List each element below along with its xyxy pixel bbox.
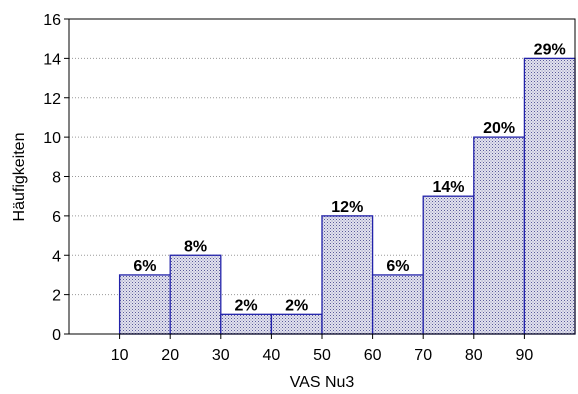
histogram-bar xyxy=(118,274,171,335)
x-axis: 10 20 30 40 50 60 70 80 90 xyxy=(111,334,534,364)
histogram-bar xyxy=(169,254,222,335)
y-tick-label: 2 xyxy=(52,288,61,305)
histogram-bar xyxy=(473,136,526,335)
y-tick-label: 8 xyxy=(52,170,61,187)
x-tick-label: 70 xyxy=(414,347,432,364)
x-tick-label: 80 xyxy=(465,347,483,364)
bar-percent-label: 2% xyxy=(235,297,258,314)
bar-percent-label: 29% xyxy=(534,41,566,58)
y-tick-label: 0 xyxy=(52,327,61,344)
x-axis-title: VAS Nu3 xyxy=(290,374,355,391)
x-tick-label: 60 xyxy=(364,347,382,364)
bar-percent-label: 12% xyxy=(331,199,363,216)
data-labels: 6% 8% 2% 2% 12% 6% 14% 20% 29% xyxy=(133,41,565,314)
x-tick-label: 50 xyxy=(313,347,331,364)
bar-percent-label: 2% xyxy=(285,297,308,314)
bar-percent-label: 20% xyxy=(483,120,515,137)
x-tick-label: 10 xyxy=(111,347,129,364)
bar-percent-label: 6% xyxy=(386,258,409,275)
bar-percent-label: 14% xyxy=(432,179,464,196)
y-axis-title: Häufigkeiten xyxy=(11,133,28,222)
histogram-bar xyxy=(321,215,374,335)
x-tick-label: 30 xyxy=(212,347,230,364)
y-tick-label: 12 xyxy=(43,91,61,108)
histogram-bar xyxy=(220,313,273,335)
histogram-bar xyxy=(371,274,424,335)
histogram-bar xyxy=(270,313,323,335)
x-tick-label: 40 xyxy=(263,347,281,364)
y-tick-label: 10 xyxy=(43,130,61,147)
y-axis: 0 2 4 6 8 10 12 14 16 xyxy=(43,12,69,344)
bar-percent-label: 8% xyxy=(184,238,207,255)
bar-percent-label: 6% xyxy=(133,258,156,275)
y-tick-label: 14 xyxy=(43,51,61,68)
histogram-bar xyxy=(422,195,475,335)
y-tick-label: 4 xyxy=(52,248,61,265)
x-tick-label: 20 xyxy=(161,347,179,364)
x-tick-label: 90 xyxy=(516,347,534,364)
histogram-bar xyxy=(523,57,576,335)
bars xyxy=(118,57,576,335)
y-tick-label: 16 xyxy=(43,12,61,29)
y-tick-label: 6 xyxy=(52,209,61,226)
